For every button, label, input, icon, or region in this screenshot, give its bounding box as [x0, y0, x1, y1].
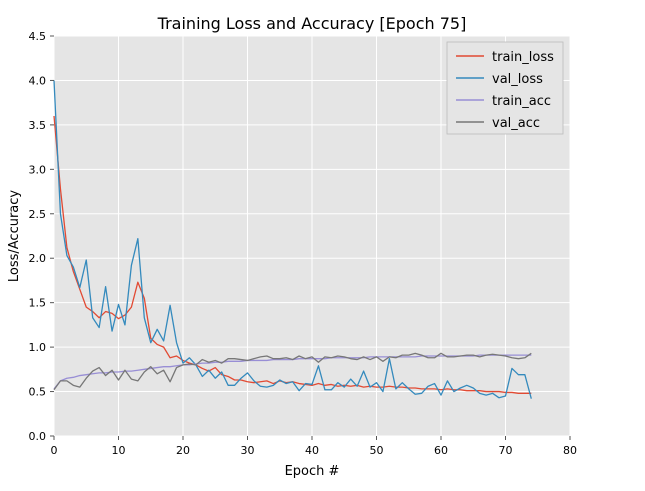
legend: train_loss val_loss train_acc val_acc — [446, 41, 564, 135]
y-tick-label: 2.0 — [29, 252, 47, 265]
x-tick-label: 0 — [51, 444, 58, 457]
x-tick-label: 30 — [241, 444, 255, 457]
series-line-val-loss — [53, 80, 532, 399]
y-tick-label: 1.5 — [29, 297, 47, 310]
y-tick-label: 2.5 — [29, 208, 47, 221]
x-tick-label: 80 — [563, 444, 577, 457]
y-tick-label: 0.5 — [29, 386, 47, 399]
chart-title: Training Loss and Accuracy [Epoch 75] — [157, 14, 467, 33]
axis-ticks: 0 10 20 30 40 50 60 70 80 0.0 0.5 1.0 1.5 2.0 2.5 3.0 3.… — [29, 30, 578, 457]
x-tick-label: 10 — [112, 444, 126, 457]
x-tick-label: 20 — [176, 444, 190, 457]
legend-label: train_acc — [492, 94, 551, 109]
x-tick-label: 40 — [305, 444, 319, 457]
legend-box — [446, 41, 564, 135]
legend-label: val_acc — [492, 116, 540, 131]
x-axis-label: Epoch # — [285, 464, 340, 479]
y-tick-label: 4.0 — [29, 74, 47, 87]
series-line-val-acc — [53, 352, 532, 391]
series-lines — [53, 80, 532, 399]
x-tick-label: 50 — [370, 444, 384, 457]
legend-label: train_loss — [492, 50, 554, 65]
y-tick-label: 0.0 — [29, 430, 47, 443]
legend-label: val_loss — [492, 72, 543, 87]
x-tick-label: 60 — [434, 444, 448, 457]
y-tick-label: 1.0 — [29, 341, 47, 354]
y-tick-label: 3.0 — [29, 163, 47, 176]
y-tick-label: 4.5 — [29, 30, 47, 43]
y-axis-label: Loss/Accuracy — [7, 190, 22, 283]
y-tick-label: 3.5 — [29, 119, 47, 132]
x-tick-label: 70 — [499, 444, 513, 457]
